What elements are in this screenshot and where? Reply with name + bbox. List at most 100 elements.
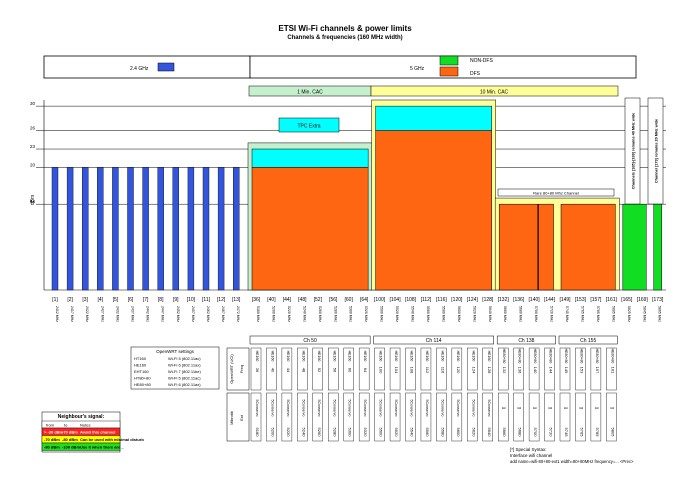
x-tick-channel: [8]	[158, 297, 164, 303]
table-cell-text: []	[502, 407, 506, 409]
table-cell	[405, 347, 416, 391]
x-tick-channel: [149]	[559, 297, 571, 303]
table-cell-text: 112	[425, 367, 430, 374]
x-tick-channel: [3]	[82, 297, 88, 303]
table-cell-text: 5Conservo	[270, 400, 274, 417]
x-tick-channel: [56]	[329, 297, 338, 303]
x-tick-channel: [10]	[187, 297, 196, 303]
table-cell	[575, 347, 586, 391]
x-tick-channel: [144]	[544, 297, 556, 303]
x-tick-freq: 5620 MHz	[472, 306, 476, 322]
row-label-box	[226, 347, 250, 391]
x-tick-channel: [7]	[143, 297, 149, 303]
table-cell-text: HE80+80	[533, 349, 537, 364]
legend-24-label: 2.4 GHz	[130, 66, 149, 72]
table-cell-text: 5Conservo	[410, 400, 414, 417]
signal-row	[41, 442, 121, 451]
openwrt-value: Wi-Fi 6 (802.11ax)	[168, 382, 201, 387]
table-cell	[281, 347, 293, 391]
table-cell-text: 5240	[301, 428, 306, 438]
table-cell-text: 5Conservo	[332, 400, 336, 417]
table-cell-text: HE160	[410, 351, 414, 362]
x-tick-channel: [108]	[405, 297, 417, 303]
table-cell	[405, 392, 416, 442]
table-cell-text: HE160	[440, 351, 444, 362]
table-cell	[513, 347, 524, 391]
table-cell-text: 5180	[255, 428, 260, 438]
special-line2: Interface wifi channel	[510, 453, 552, 458]
table-cell	[374, 347, 385, 391]
table-cell-text: HE80+80	[549, 349, 553, 364]
table-cell-text: []	[564, 407, 568, 409]
row-label-box	[226, 392, 250, 442]
x-tick-freq: 5240 MHz	[302, 306, 306, 322]
x-tick-channel: [52]	[314, 297, 323, 303]
y-tick-label: 30	[30, 101, 36, 106]
table-cell	[451, 347, 463, 391]
x-tick-freq: 5200 MHz	[271, 306, 275, 322]
table-cell-text: 5Conservo	[348, 400, 352, 417]
x-tick-channel: [9]	[173, 297, 179, 303]
table-cell	[559, 347, 571, 391]
table-cell-text: 161	[610, 367, 615, 374]
table-cell-text: 5Conservo	[255, 400, 259, 417]
x-tick-channel: [4]	[98, 297, 104, 303]
table-cell-text: HE80+80	[518, 349, 522, 364]
note165-label: Channels [165]-[169] remains 40 MHz wide	[632, 113, 636, 189]
x-tick-channel: [6]	[128, 297, 134, 303]
x-tick-freq: 5745 MHz	[565, 306, 569, 322]
table-cell-text: 157	[595, 367, 600, 374]
openwrt-value: Wi-Fi 7 (802.11be)	[168, 369, 201, 374]
x-tick-freq: 2472 MHz	[236, 306, 240, 322]
openwrt-key: HE80+80	[134, 382, 152, 387]
x-tick-channel: [161]	[606, 297, 618, 303]
table-cell-text: HE80+80	[595, 349, 599, 364]
table-cell	[250, 347, 262, 391]
bar-dfs	[251, 167, 369, 291]
table-cell	[590, 392, 602, 442]
x-tick-channel: [64]	[360, 297, 369, 303]
table-cell-text: 144	[549, 367, 554, 374]
table-cell-text: 120	[456, 367, 461, 374]
table-cell-text: HE160	[363, 351, 367, 362]
table-cell-text: HE160	[255, 351, 259, 362]
x-tick-channel: [2]	[67, 297, 73, 303]
note173-box	[647, 97, 664, 205]
x-tick-freq: 2452 MHz	[176, 306, 180, 322]
x-tick-freq: 5785 MHz	[596, 306, 600, 322]
x-tick-channel: [165]	[621, 297, 633, 303]
table-cell-text: 5Conservo	[487, 400, 491, 417]
table-cell-text: 5Conservo	[379, 400, 383, 417]
bar-nondfs	[622, 203, 647, 291]
x-tick-freq: 5280 MHz	[333, 306, 337, 322]
legend-24-swatch	[157, 62, 175, 72]
cac1-label: 1 Min. CAC	[297, 90, 323, 96]
table-cell-text: HE160	[471, 351, 475, 362]
table-cell	[498, 392, 509, 442]
table-group-header	[373, 335, 495, 345]
table-cell-text: 5300	[348, 428, 353, 438]
bar-24	[51, 167, 59, 291]
bar-24	[172, 167, 180, 291]
table-cell-text: []	[518, 407, 522, 409]
table-cell-text: 5785	[595, 428, 600, 438]
x-tick-channel: [36]	[252, 297, 261, 303]
bar-24	[217, 167, 225, 291]
openwrt-box	[130, 346, 220, 390]
x-tick-channel: [112]	[421, 297, 432, 303]
x-tick-channel: [173]	[652, 297, 664, 303]
x-tick-channel: [136]	[513, 297, 525, 303]
x-tick-freq: 5580 MHz	[441, 306, 445, 322]
table-cell-text: 136	[518, 367, 523, 374]
table-cell	[606, 347, 617, 391]
bar-24	[232, 167, 240, 291]
table-cell-text: HE160	[394, 351, 398, 362]
table-cell	[482, 392, 493, 442]
table-cell-text: 5720	[549, 428, 554, 438]
special-line1: [*] Special Syntax:	[510, 447, 547, 452]
table-cell-text: HE160	[379, 351, 383, 362]
table-cell	[528, 347, 540, 391]
table-cell-text: HE160	[487, 351, 491, 362]
signal-from: -80 dBm	[44, 444, 60, 449]
